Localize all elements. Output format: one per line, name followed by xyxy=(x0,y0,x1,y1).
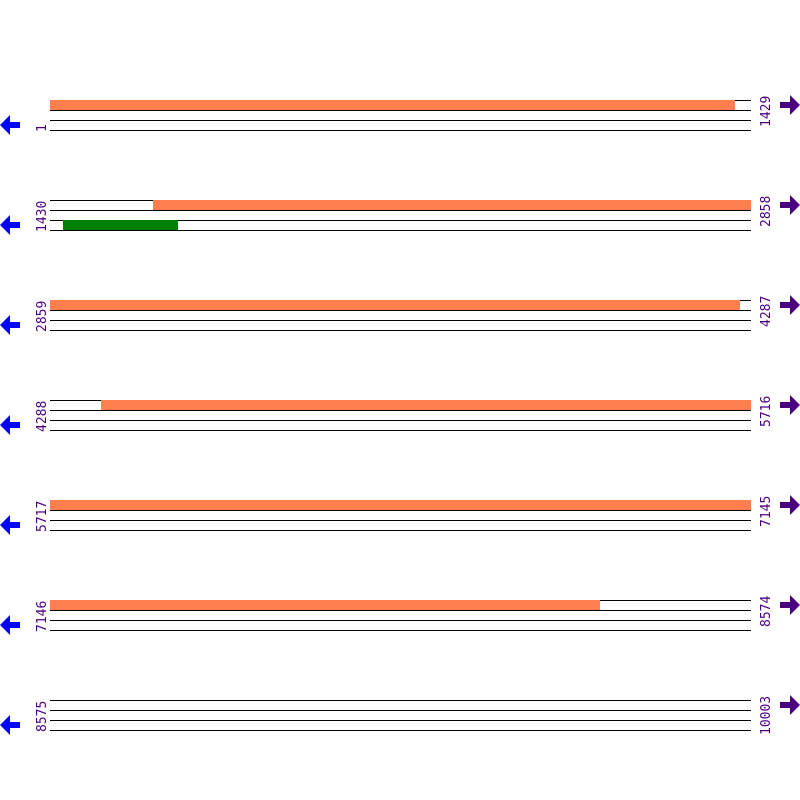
track-line xyxy=(50,230,751,231)
arrow-left-icon[interactable] xyxy=(0,515,20,535)
track-line xyxy=(50,110,751,111)
arrow-left-icon[interactable] xyxy=(0,415,20,435)
track-line xyxy=(50,700,751,701)
arrow-left-icon[interactable] xyxy=(0,615,20,635)
arrow-left-icon[interactable] xyxy=(0,115,20,135)
row-end-label: 2858 xyxy=(759,195,774,227)
arrow-right-icon[interactable] xyxy=(780,495,800,515)
row-start-label: 8575 xyxy=(35,700,50,732)
arrow-left-icon[interactable] xyxy=(0,315,20,335)
arrow-left-icon[interactable] xyxy=(0,215,20,235)
row-start-label: 1430 xyxy=(35,200,50,232)
track-line xyxy=(50,720,751,721)
row-start-label: 4288 xyxy=(35,400,50,432)
row-end-label: 10003 xyxy=(759,695,774,735)
track-line xyxy=(50,220,751,221)
arrow-right-icon[interactable] xyxy=(780,295,800,315)
row-end-label: 4287 xyxy=(759,295,774,327)
track-line xyxy=(50,320,751,321)
track-line xyxy=(50,510,751,511)
track-line xyxy=(50,620,751,621)
feature-bar[interactable] xyxy=(50,300,741,310)
track-line xyxy=(50,120,751,121)
track-line xyxy=(50,330,751,331)
track-line xyxy=(50,530,751,531)
feature-bar[interactable] xyxy=(50,100,736,110)
row-end-label: 5716 xyxy=(759,395,774,427)
arrow-right-icon[interactable] xyxy=(780,195,800,215)
feature-bar[interactable] xyxy=(153,200,751,210)
arrow-right-icon[interactable] xyxy=(780,95,800,115)
track-line xyxy=(50,610,751,611)
arrow-right-icon[interactable] xyxy=(780,695,800,715)
track-line xyxy=(50,420,751,421)
feature-bar[interactable] xyxy=(101,400,751,410)
arrow-right-icon[interactable] xyxy=(780,595,800,615)
row-end-label: 7145 xyxy=(759,495,774,527)
track-line xyxy=(50,710,751,711)
row-start-label: 5717 xyxy=(35,500,50,532)
feature-bar[interactable] xyxy=(50,600,601,610)
row-end-label: 8574 xyxy=(759,595,774,627)
feature-bar[interactable] xyxy=(62,220,178,230)
track-line xyxy=(50,520,751,521)
row-end-label: 1429 xyxy=(759,95,774,127)
arrow-left-icon[interactable] xyxy=(0,715,20,735)
track-line xyxy=(50,210,751,211)
row-start-label: 2859 xyxy=(35,300,50,332)
track-line xyxy=(50,130,751,131)
arrow-right-icon[interactable] xyxy=(780,395,800,415)
row-start-label: 7146 xyxy=(35,600,50,632)
track-line xyxy=(50,730,751,731)
feature-bar[interactable] xyxy=(50,500,751,510)
track-line xyxy=(50,430,751,431)
track-line xyxy=(50,410,751,411)
track-line xyxy=(50,630,751,631)
row-start-label: 1 xyxy=(35,124,50,132)
track-line xyxy=(50,310,751,311)
